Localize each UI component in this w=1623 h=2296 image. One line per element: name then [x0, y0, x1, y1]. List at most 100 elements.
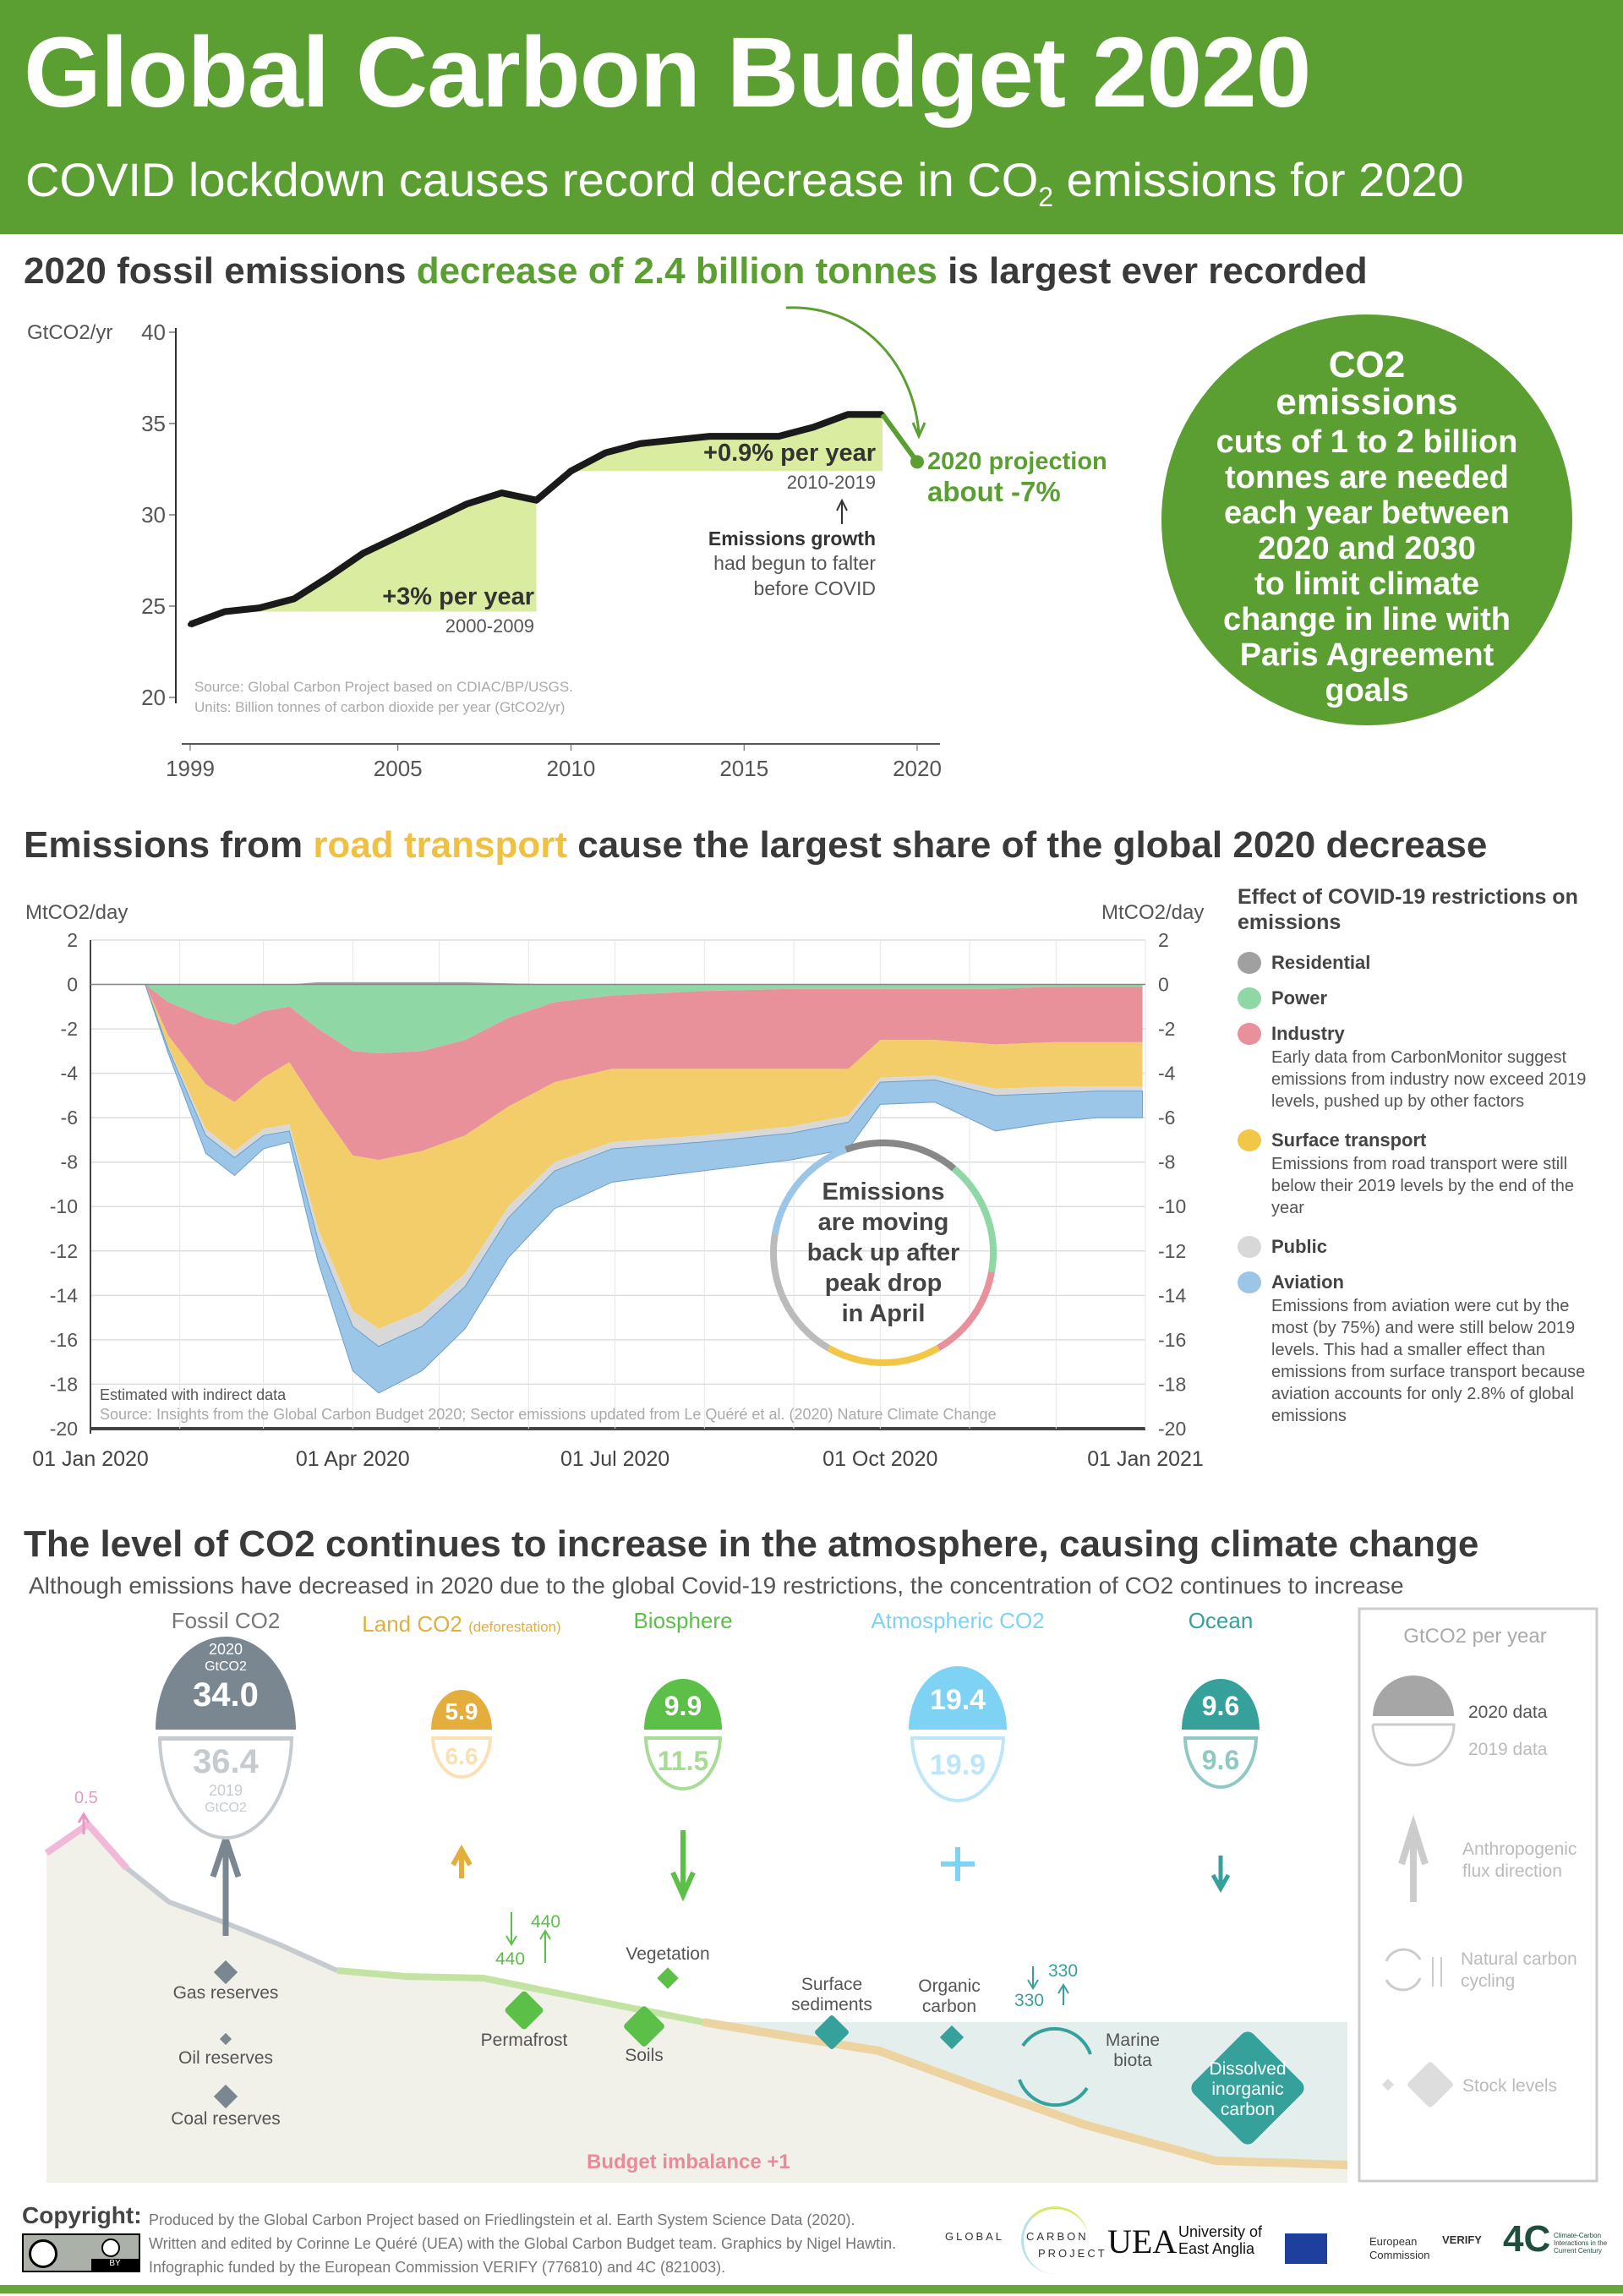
ring-segment: [827, 1345, 940, 1366]
value-2019: 19.9: [929, 1749, 986, 1781]
chart2-ylabel-left: MtCO2/day: [25, 901, 128, 924]
data-point: [221, 609, 227, 615]
x-tick-label: 2010: [547, 756, 596, 781]
y-tick-label-right: -8: [1158, 1151, 1175, 1173]
uea-line: East Anglia: [1178, 2240, 1255, 2257]
cycle-legend-title: GtCO2 per year: [1403, 1625, 1547, 1648]
legend-anthro-label: Anthropogenic flux direction: [1462, 1840, 1577, 1881]
coal-stock-icon: [213, 2084, 238, 2109]
falter-line2: before COVID: [753, 577, 876, 599]
dic-stock-icon: [1191, 2031, 1304, 2145]
column-heading: Fossil CO2: [90, 1608, 361, 1634]
falter-heading: Emissions growth: [708, 528, 876, 549]
section1-title: 2020 fossil emissions decrease of 2.4 bi…: [24, 250, 1368, 292]
y-tick-label-left: -2: [61, 1018, 78, 1040]
title-part: Emissions from: [24, 824, 314, 866]
value-2020: 34.0: [193, 1676, 259, 1714]
period-label-2010s: 2010-2019: [786, 472, 876, 493]
ring-segment: [770, 1233, 831, 1352]
area-power: [90, 984, 1143, 1053]
data-point: [637, 440, 643, 446]
ring-line: Emissions: [822, 1178, 945, 1205]
x-tick-label: 01 Jul 2020: [560, 1447, 669, 1471]
4c-logo-mark: 4C: [1503, 2218, 1551, 2260]
y-tick-label-right: -4: [1158, 1063, 1176, 1085]
legend-item-residential: Residential: [1238, 950, 1609, 976]
projection-point: [910, 455, 924, 469]
value-2020-semicircle: 2020 GtCO2 34.0: [156, 1637, 296, 1730]
legend-2019-label: 2019 data: [1468, 1740, 1548, 1759]
ring-segment: [951, 1166, 997, 1273]
y-tick-label-right: -20: [1158, 1418, 1186, 1440]
value-2019: 9.6: [1201, 1745, 1240, 1775]
terrain-edge-gray: [125, 1866, 339, 1973]
ring-line: back up after: [806, 1239, 960, 1266]
callout-title: CO2: [1328, 344, 1406, 385]
legend-stock-label: Stock levels: [1462, 2076, 1558, 2096]
legend-name: Surface transport: [1271, 1129, 1427, 1151]
flux-down-arrow-icon: [1027, 1966, 1039, 1990]
legend-swatch: [1238, 952, 1261, 974]
stock-soils: Soils: [625, 2046, 664, 2065]
biosphere-down-arrow-icon: [670, 1830, 696, 1902]
data-point: [291, 596, 297, 602]
x-tick-label: 01 Apr 2020: [296, 1447, 410, 1471]
y-tick-label-left: -16: [50, 1329, 78, 1351]
y-tick-label-left: 2: [67, 929, 78, 951]
carbon-cycle-landscape: [44, 1607, 1598, 2183]
area-aviation: [90, 984, 1144, 1394]
y-tick-label-right: -2: [1158, 1018, 1175, 1040]
land-flux-up: 440: [531, 1912, 561, 1932]
growth-shaded-area: [571, 414, 883, 472]
title-highlight: road transport: [313, 824, 568, 866]
y-tick-label-left: -6: [61, 1107, 78, 1129]
small-up-arrow-icon: [77, 1812, 90, 1834]
x-tick-label: 2015: [719, 756, 768, 781]
natural-flux-arrows-icon: [1432, 1957, 1442, 1987]
chart1-source: Source: Global Carbon Project based on C…: [194, 679, 573, 695]
callout-line: 2020 and 2030: [1258, 531, 1476, 566]
fossil-unit-2020: GtCO2: [205, 1659, 247, 1674]
callout-line: each year between: [1224, 495, 1510, 531]
legend-name: Public: [1271, 1236, 1328, 1257]
y-tick-label-left: -10: [50, 1195, 78, 1217]
column-note: (deforestation): [468, 1619, 561, 1635]
stock-dic: Dissolved inorganic carbon: [1209, 2059, 1287, 2119]
column-name: Fossil CO2: [171, 1608, 281, 1633]
permafrost-stock-icon: [505, 1991, 544, 2030]
ring-line: in April: [841, 1300, 926, 1327]
legend-2019-semicircle: [1371, 1723, 1456, 1767]
value-2020: 9.6: [1201, 1691, 1240, 1722]
fossil-year-2019: 2019: [208, 1782, 243, 1799]
y-tick-label-left: -8: [61, 1151, 78, 1173]
section2-title: Emissions from road transport cause the …: [24, 824, 1487, 866]
projection-line: [880, 413, 920, 464]
x-tick-label: 1999: [166, 756, 215, 781]
cc-by-badge[interactable]: BY: [22, 2233, 140, 2272]
y-tick-label-left: -4: [61, 1063, 79, 1085]
copyright-label: Copyright:: [22, 2202, 142, 2228]
terrain-edge-pink: [44, 1819, 129, 1871]
value-2020: 9.9: [664, 1691, 702, 1722]
credit-line: Produced by the Global Carbon Project ba…: [149, 2211, 855, 2228]
gcp-word: PROJECT: [1038, 2247, 1107, 2260]
title-part: 2020 fossil emissions: [24, 250, 417, 292]
legend-swatch: [1238, 1023, 1261, 1045]
data-point: [707, 434, 713, 440]
callout-title2: emissions: [1276, 381, 1458, 423]
y-tick-label-left: -12: [50, 1240, 78, 1262]
legend-title: Effect of COVID-19 restrictions on emiss…: [1238, 885, 1578, 934]
ring-segment: [936, 1271, 995, 1352]
data-point: [429, 517, 435, 523]
ring-line: peak drop: [824, 1270, 943, 1297]
y-tick-label-right: -12: [1158, 1240, 1186, 1262]
data-point: [741, 434, 747, 440]
data-point: [464, 501, 470, 507]
gcp-word: GLOBAL: [945, 2230, 1005, 2243]
4c-logo-text: Climate-Carbon Interactions in the Curre…: [1554, 2232, 1608, 2255]
y-tick-label: 20: [141, 685, 166, 710]
estimated-note: Estimated with indirect data: [100, 1386, 287, 1403]
x-tick-label: 2020: [893, 756, 942, 781]
data-point: [603, 450, 609, 456]
legend-swatch: [1238, 1236, 1261, 1258]
